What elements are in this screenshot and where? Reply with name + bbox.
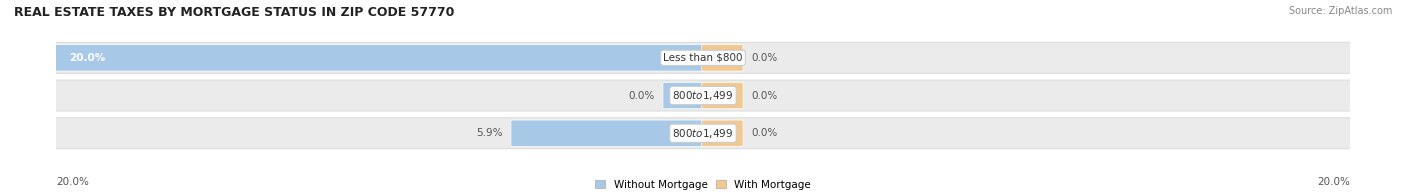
FancyBboxPatch shape	[55, 80, 1351, 111]
FancyBboxPatch shape	[55, 45, 704, 71]
Text: $800 to $1,499: $800 to $1,499	[672, 89, 734, 102]
FancyBboxPatch shape	[702, 82, 744, 109]
FancyBboxPatch shape	[702, 120, 744, 146]
Text: 0.0%: 0.0%	[752, 128, 778, 138]
Text: 0.0%: 0.0%	[752, 90, 778, 101]
Text: REAL ESTATE TAXES BY MORTGAGE STATUS IN ZIP CODE 57770: REAL ESTATE TAXES BY MORTGAGE STATUS IN …	[14, 6, 454, 19]
Text: 5.9%: 5.9%	[477, 128, 502, 138]
Text: Less than $800: Less than $800	[664, 53, 742, 63]
Text: 20.0%: 20.0%	[1317, 177, 1350, 187]
Text: 20.0%: 20.0%	[69, 53, 105, 63]
Legend: Without Mortgage, With Mortgage: Without Mortgage, With Mortgage	[595, 180, 811, 190]
FancyBboxPatch shape	[55, 118, 1351, 149]
Text: 20.0%: 20.0%	[56, 177, 89, 187]
Text: Source: ZipAtlas.com: Source: ZipAtlas.com	[1288, 6, 1392, 16]
FancyBboxPatch shape	[55, 42, 1351, 73]
Text: 0.0%: 0.0%	[628, 90, 655, 101]
FancyBboxPatch shape	[702, 45, 744, 71]
FancyBboxPatch shape	[662, 82, 704, 109]
Text: 0.0%: 0.0%	[752, 53, 778, 63]
Text: $800 to $1,499: $800 to $1,499	[672, 127, 734, 140]
FancyBboxPatch shape	[510, 120, 704, 146]
